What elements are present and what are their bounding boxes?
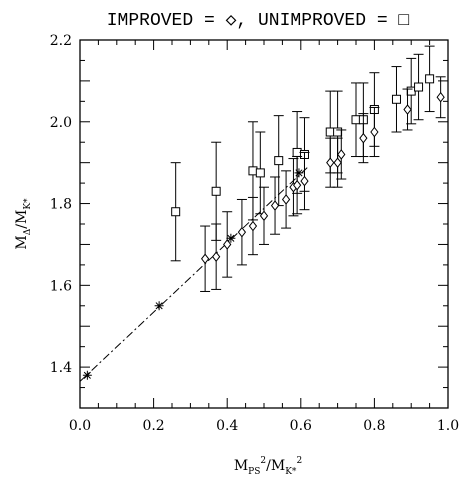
- y-tick-label: 1.4: [50, 360, 72, 376]
- square-point: [248, 166, 258, 176]
- diamond-point: [281, 194, 291, 205]
- diamond-point: [333, 157, 342, 168]
- square-point: [406, 86, 416, 96]
- square-point: [414, 82, 424, 92]
- star-point: [82, 370, 92, 380]
- diamond-point: [259, 210, 269, 222]
- x-tick-label: 0.8: [363, 418, 385, 434]
- diamond-point: [370, 126, 379, 138]
- y-axis-title: MΔ/MK*: [14, 198, 33, 250]
- y-tick-label: 1.6: [50, 278, 72, 294]
- x-tick-label: 0.6: [290, 418, 312, 434]
- y-tick-label: 2.2: [50, 33, 72, 49]
- square-point: [325, 127, 335, 137]
- diamond-point: [337, 149, 346, 160]
- diamond-point: [200, 253, 210, 265]
- x-tick-labels: 0.0 0.2 0.4 0.6 0.8 1.0: [69, 418, 459, 434]
- diamond-point: [300, 175, 309, 187]
- x-tick-label: 1.0: [437, 418, 459, 434]
- square-point: [274, 156, 284, 166]
- diamond-point: [436, 91, 445, 103]
- y-tick-label: 1.8: [50, 197, 72, 213]
- diamond-point: [212, 251, 221, 263]
- star-point: [154, 301, 164, 311]
- square-point: [255, 168, 265, 178]
- y-tick-label: 2.0: [50, 115, 72, 131]
- diamond-point: [326, 157, 335, 168]
- x-tick-label: 0.4: [216, 418, 238, 434]
- data-marks: [82, 45, 446, 380]
- square-point: [333, 127, 343, 137]
- diamond-point: [223, 239, 232, 250]
- chart-title: IMPROVED = ◇, UNIMPROVED = □: [107, 11, 410, 31]
- diamond-point: [270, 200, 280, 211]
- fit-line: [79, 166, 309, 382]
- square-point: [351, 115, 361, 125]
- diamond-point: [248, 220, 258, 232]
- y-tick-labels: 1.4 1.6 1.8 2.0 2.2: [50, 33, 72, 376]
- x-axis-title: MPS2/MK*2: [234, 456, 302, 477]
- star-point: [226, 233, 236, 243]
- x-tick-label: 0.0: [69, 418, 91, 434]
- diamond-point: [403, 104, 412, 115]
- diamond-point: [359, 132, 368, 144]
- square-point: [391, 94, 401, 104]
- fit-line-group: [79, 166, 309, 382]
- axis-ticks: [79, 39, 449, 409]
- square-point: [211, 186, 221, 196]
- square-point: [425, 74, 435, 84]
- star-point: [294, 168, 304, 178]
- x-tick-label: 0.2: [142, 418, 164, 434]
- diamond-point: [292, 179, 302, 191]
- diamond-point: [237, 226, 247, 238]
- square-point: [171, 207, 181, 217]
